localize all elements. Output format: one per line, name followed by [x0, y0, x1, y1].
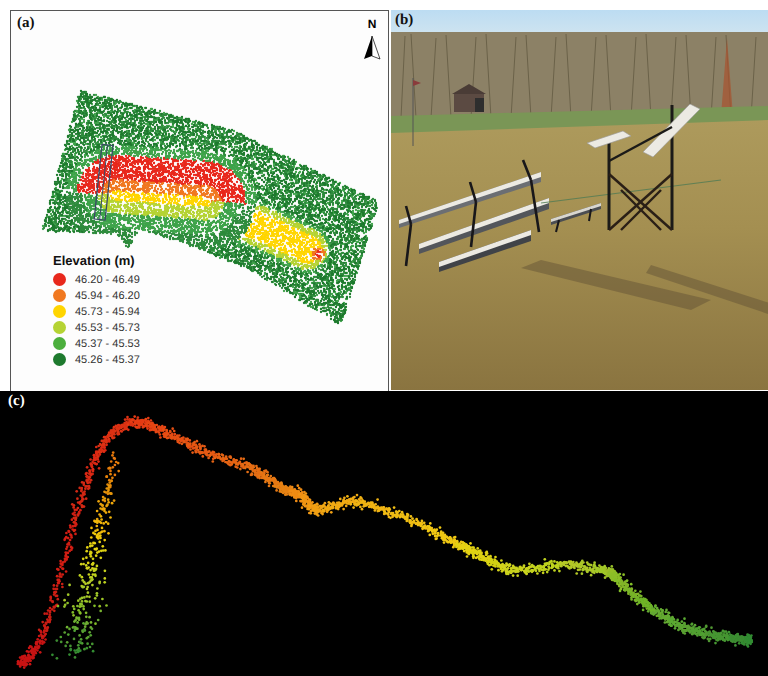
svg-text:N: N [368, 17, 377, 31]
